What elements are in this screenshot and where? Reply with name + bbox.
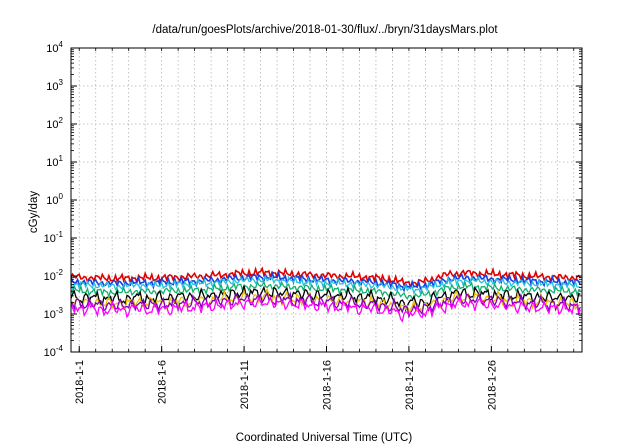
y-tick-exponent: 4 xyxy=(59,40,64,49)
y-tick-label: 101 xyxy=(46,154,63,169)
y-tick-label: 103 xyxy=(46,78,63,93)
x-tick-label: 2018-1-16 xyxy=(322,360,334,410)
y-tick-exponent: 3 xyxy=(59,78,64,87)
series-layer xyxy=(70,266,582,323)
series-line-2 xyxy=(70,274,581,296)
y-tick-exponent: 1 xyxy=(59,154,64,163)
x-tick-label: 2018-1-6 xyxy=(157,360,169,404)
y-tick-exponent: -4 xyxy=(56,344,64,353)
series-line-3 xyxy=(70,279,581,301)
y-tick-label: 10-3 xyxy=(44,306,64,321)
series-line-7 xyxy=(70,292,582,323)
x-tick-label: 2018-1-26 xyxy=(486,360,498,410)
y-tick-label: 10-4 xyxy=(44,344,64,359)
y-tick-label: 10-1 xyxy=(44,230,64,245)
y-tick-exponent: -3 xyxy=(56,306,64,315)
x-tick-label: 2018-1-11 xyxy=(239,360,251,409)
x-tick-label: 2018-1-21 xyxy=(404,360,416,410)
y-tick-exponent: 0 xyxy=(59,192,64,201)
y-tick-exponent: -2 xyxy=(56,268,64,277)
y-tick-exponent: -1 xyxy=(56,230,64,239)
y-tick-label: 102 xyxy=(46,116,63,131)
x-axis-label: Coordinated Universal Time (UTC) xyxy=(236,432,413,444)
y-tick-label: 104 xyxy=(46,40,63,55)
series-line-0 xyxy=(70,266,582,290)
y-tick-label: 100 xyxy=(46,192,63,207)
y-axis-label: cGy/day xyxy=(28,191,40,233)
series-line-4 xyxy=(70,285,581,312)
y-tick-exponent: 2 xyxy=(59,116,64,125)
plot-frame xyxy=(70,47,583,353)
chart-title: /data/run/goesPlots/archive/2018-01-30/f… xyxy=(152,24,498,36)
x-tick-label: 2018-1-1 xyxy=(74,360,86,404)
x-tick-labels: 2018-1-1 2018-1-6 2018-1-11 2018-1-16 2018-1… xyxy=(74,360,498,410)
y-tick-label: 10-2 xyxy=(44,268,64,283)
